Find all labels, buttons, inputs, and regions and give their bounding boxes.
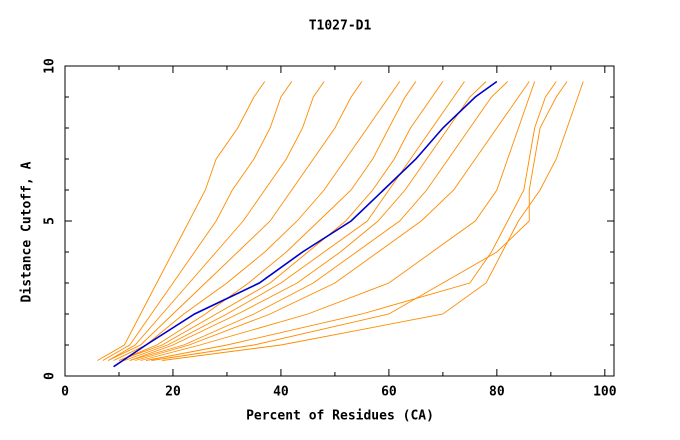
- x-tick-label: 40: [273, 385, 289, 400]
- line: [140, 81, 536, 361]
- line: [135, 81, 530, 361]
- line: [124, 81, 465, 361]
- plot-frame: [64, 65, 615, 377]
- line: [118, 81, 444, 361]
- line: [118, 81, 417, 361]
- line: [107, 81, 325, 361]
- line: [129, 81, 508, 361]
- y-tick-label: 0: [43, 372, 58, 380]
- x-tick-label: 100: [593, 385, 617, 400]
- x-tick-label: 0: [61, 385, 69, 400]
- x-tick-label: 60: [381, 385, 397, 400]
- line: [145, 81, 557, 361]
- x-tick-label: 80: [489, 385, 505, 400]
- line: [151, 81, 568, 361]
- chart-title: T1027-D1: [309, 19, 372, 34]
- line: [129, 81, 487, 361]
- line: [113, 80, 498, 368]
- y-axis-label: Distance Cutoff, A: [20, 161, 35, 302]
- line: [97, 81, 266, 361]
- y-tick-label: 5: [43, 217, 58, 225]
- line: [162, 81, 584, 361]
- x-tick-label: 20: [165, 385, 181, 400]
- line: [102, 81, 293, 361]
- x-axis-label: Percent of Residues (CA): [246, 409, 434, 424]
- line: [113, 81, 401, 361]
- line: [107, 81, 363, 361]
- y-tick-label: 10: [43, 58, 58, 74]
